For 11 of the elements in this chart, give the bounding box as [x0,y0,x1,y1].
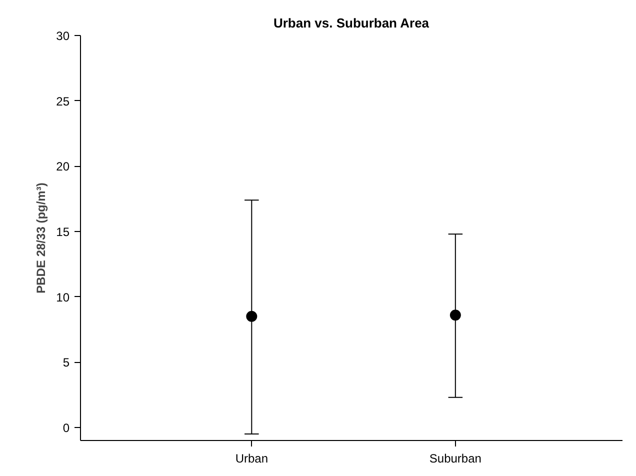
y-tick-label: 25 [56,94,70,108]
y-tick-label: 0 [62,420,70,435]
x-tick-label: Urban [235,452,268,466]
y-tick-label: 20 [56,160,70,174]
x-tick-label: Suburban [429,452,482,466]
y-tick-label: 5 [62,356,70,370]
y-tick-label: 10 [56,290,70,304]
chart-title: Urban vs. Suburban Area [273,16,430,30]
y-tick-label: 15 [56,224,70,239]
y-axis-title: PBDE 28/33 (pg/m³) [34,182,48,294]
y-tick-label: 30 [56,29,70,43]
